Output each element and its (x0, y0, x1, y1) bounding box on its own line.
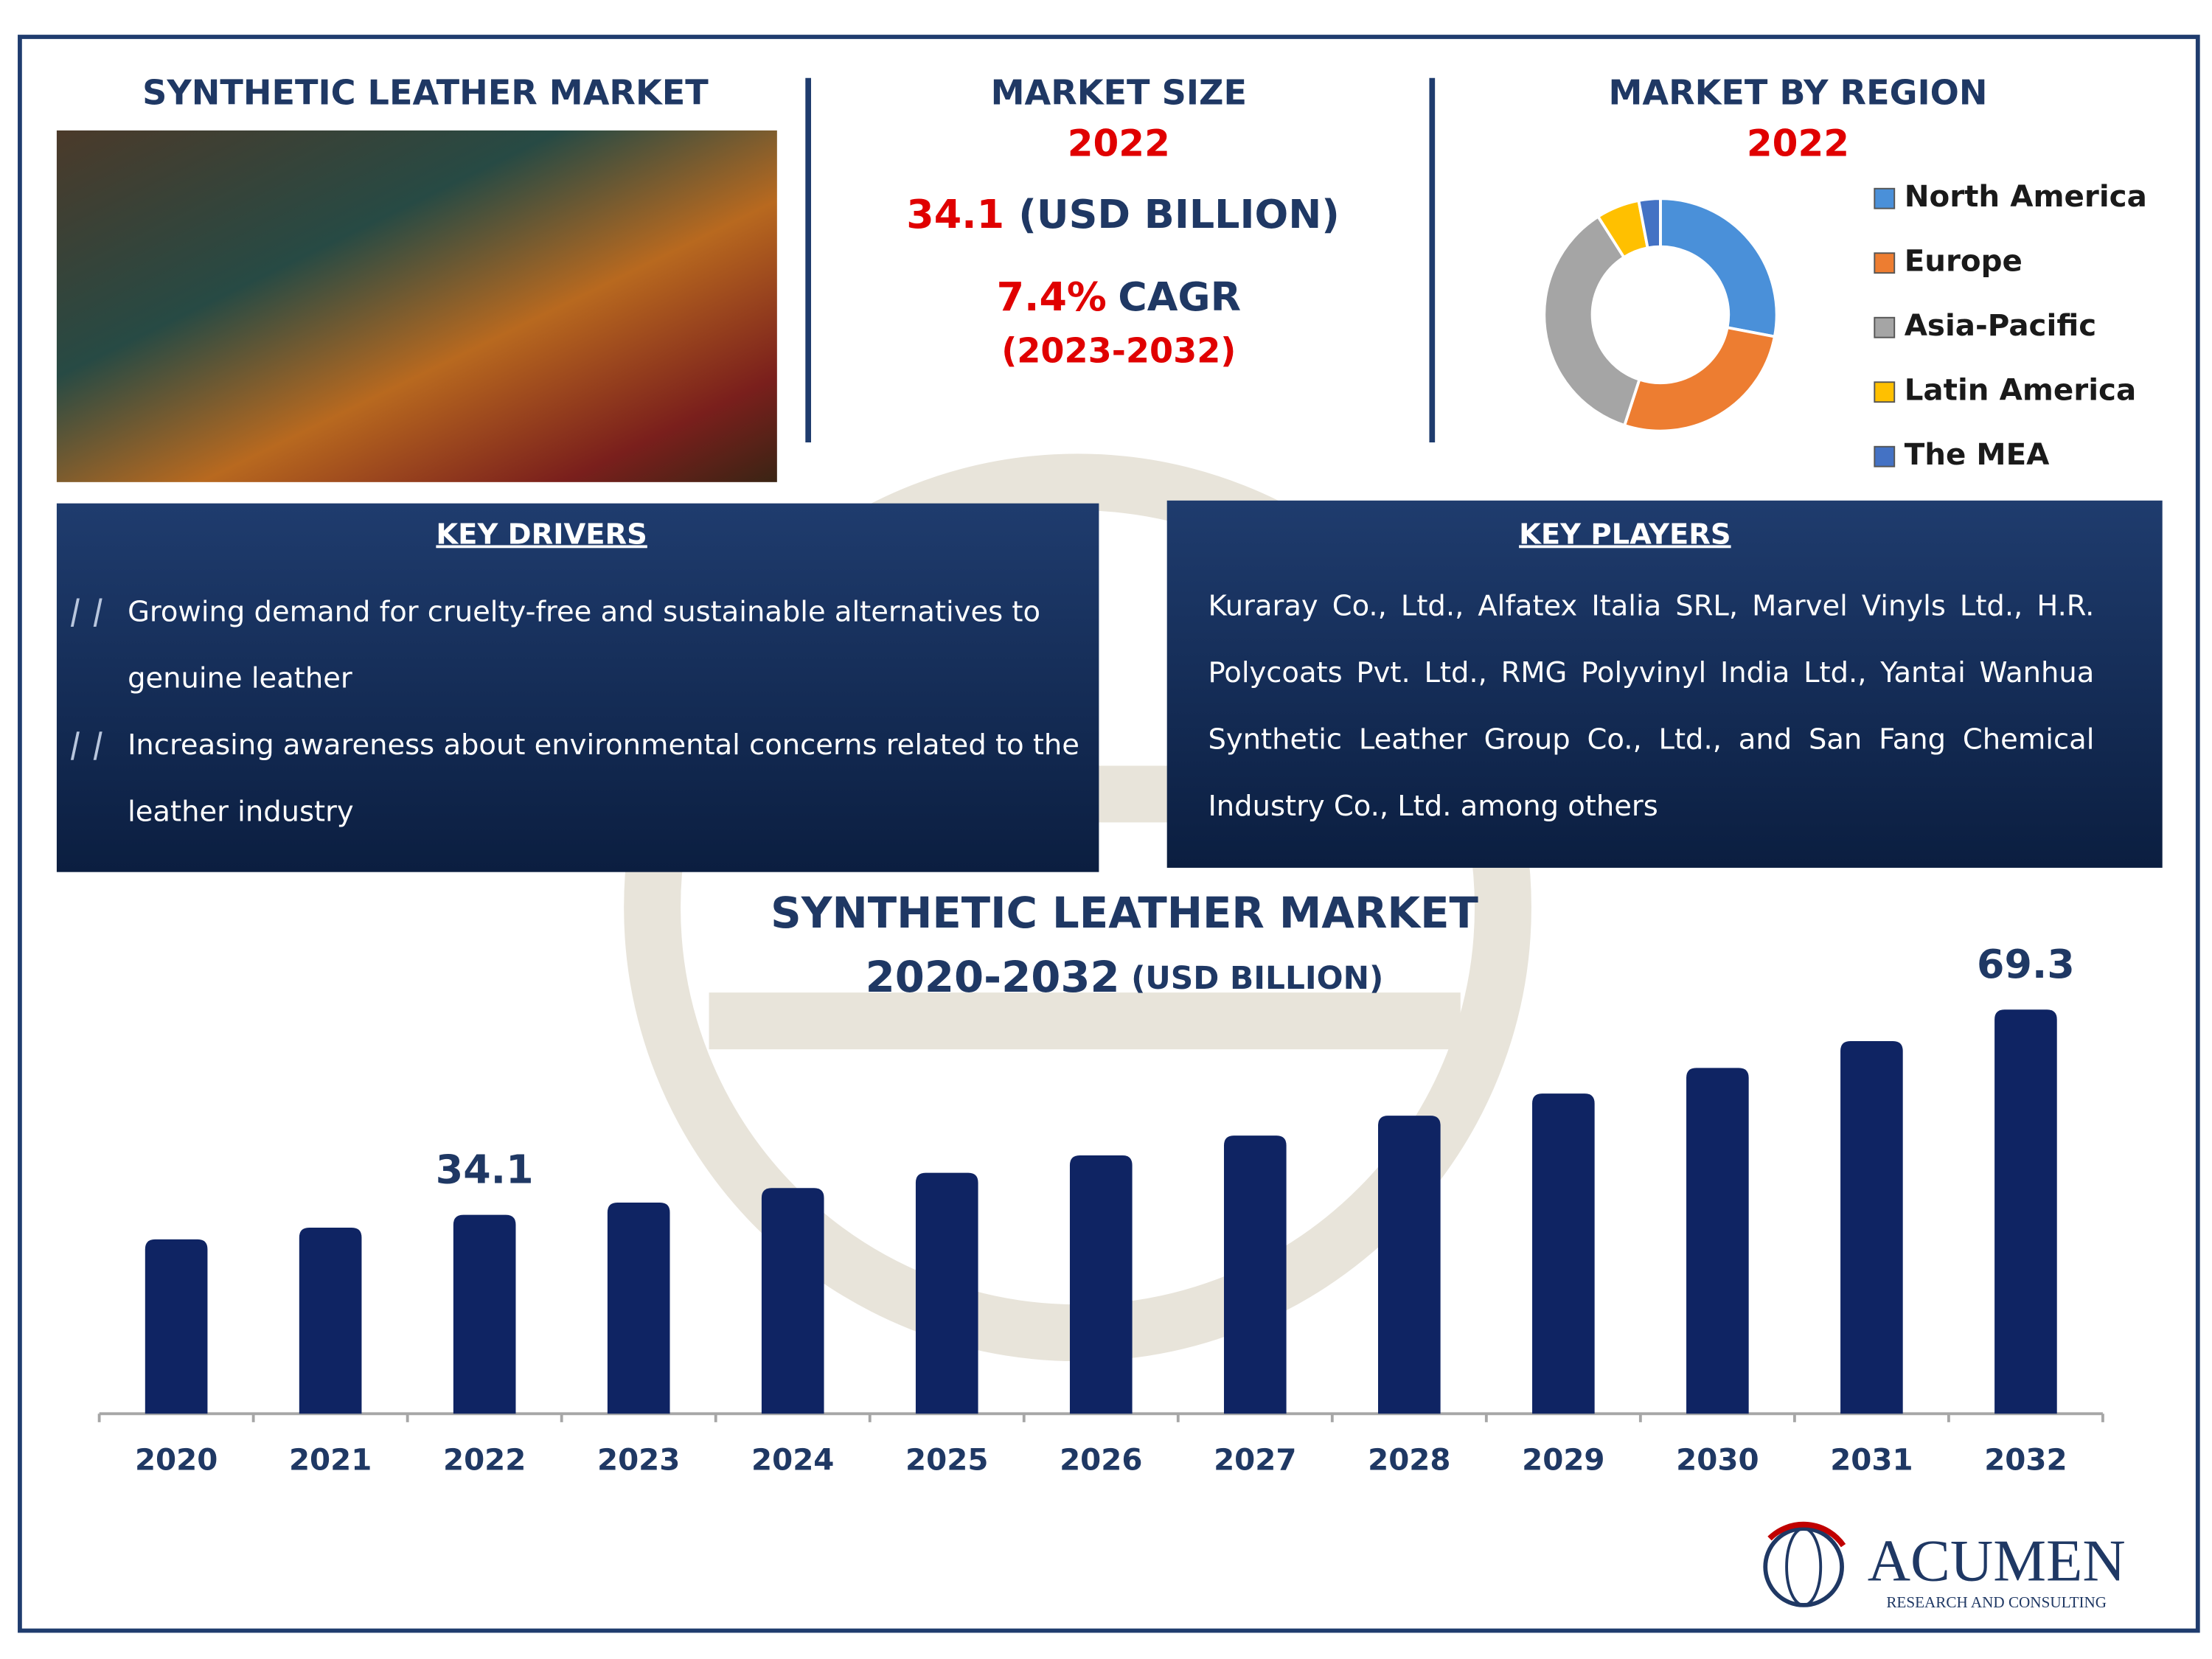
legend-swatch (1874, 252, 1896, 274)
logo-globe (1763, 1526, 1844, 1607)
x-tick-label: 2029 (1522, 1443, 1604, 1478)
cagr-period: (2023-2032) (1001, 330, 1236, 370)
driver-item: Growing demand for cruelty-free and sust… (57, 579, 1099, 712)
donut-slice (1637, 197, 1662, 250)
legend-swatch (1874, 316, 1896, 338)
data-label: 34.1 (436, 1147, 534, 1193)
players-text-box: Kuraray Co., Ltd., Alfatex Italia SRL, M… (1208, 588, 2095, 823)
x-tick-label: 2025 (905, 1443, 988, 1478)
logo-tagline: RESEARCH AND CONSULTING (1886, 1593, 2107, 1611)
x-tick-label: 2030 (1676, 1443, 1759, 1478)
header-title: SYNTHETIC LEATHER MARKET (142, 72, 709, 112)
bar (915, 1172, 978, 1414)
bar (1223, 1135, 1287, 1414)
x-tick-label: 2026 (1060, 1443, 1142, 1478)
logo-name: ACUMEN (1868, 1528, 2126, 1594)
donut-slice (1659, 197, 1778, 338)
bar (1686, 1068, 1749, 1414)
bar (145, 1239, 208, 1414)
value: 34.1 (906, 191, 1004, 237)
unit: (USD BILLION) (1018, 191, 1340, 237)
logo-swoosh (1767, 1521, 1846, 1548)
bar (299, 1228, 362, 1414)
bar (1532, 1093, 1595, 1414)
legend-swatch (1874, 381, 1896, 403)
players-box (1166, 500, 2163, 868)
legend-label: North America (1905, 179, 2147, 214)
logo-globe-line (1785, 1527, 1823, 1607)
market-size-year: 2022 (1068, 122, 1170, 165)
players-title: KEY PLAYERS (1519, 518, 1731, 551)
legend-label: Asia-Pacific (1905, 308, 2097, 343)
bar (1069, 1155, 1133, 1414)
x-tick-label: 2028 (1368, 1443, 1450, 1478)
subtitle: 2020-2032 (866, 951, 1120, 1001)
drivers-list-box: Growing demand for cruelty-free and sust… (57, 579, 1099, 863)
x-tick-label: 2023 (597, 1443, 680, 1478)
x-tick-label: 2020 (135, 1443, 218, 1478)
unit: (USD BILLION) (1131, 959, 1383, 995)
list: Growing demand for cruelty-free and sust… (57, 579, 1099, 846)
bar (1840, 1040, 1903, 1414)
cagr: 7.4% CAGR (997, 273, 1241, 319)
x-tick-label: 2027 (1214, 1443, 1296, 1478)
legend-label: The MEA (1905, 437, 2050, 472)
x-tick-label: 2022 (443, 1443, 526, 1478)
legend-label: Europe (1905, 244, 2023, 279)
legend-label: Latin America (1905, 373, 2137, 408)
donut-slice (1622, 325, 1777, 433)
x-tick-label: 2031 (1830, 1443, 1913, 1478)
market-size-value: 34.1 (USD BILLION) (906, 191, 1340, 237)
market-size-title: MARKET SIZE (991, 72, 1247, 112)
logo: ACUMEN RESEARCH AND CONSULTING (1763, 1521, 2126, 1611)
x-tick-label: 2032 (1984, 1443, 2067, 1478)
x-tick-label: 2021 (289, 1443, 372, 1478)
drivers-list: Growing demand for cruelty-free and sust… (57, 579, 1099, 846)
bar (607, 1203, 670, 1414)
cagr-value: 7.4% (997, 273, 1107, 319)
drivers-title: KEY DRIVERS (436, 518, 647, 551)
legend-swatch (1874, 445, 1896, 467)
bar (1994, 1009, 2057, 1414)
bar (761, 1188, 824, 1414)
x-tick-label: 2024 (751, 1443, 834, 1478)
bar (1378, 1116, 1441, 1414)
pie-title: MARKET BY REGION (1608, 72, 1987, 112)
frame (18, 35, 2200, 1633)
leather-image (56, 130, 777, 482)
donut-slice (1543, 215, 1641, 428)
bar (453, 1214, 516, 1414)
chart-title: SYNTHETIC LEATHER MARKET (771, 888, 1478, 938)
data-label: 69.3 (1977, 941, 2075, 987)
pie-subtitle: 2022 (1747, 122, 1849, 165)
legend-swatch (1874, 187, 1896, 209)
driver-item: Increasing awareness about environmental… (57, 712, 1099, 845)
players-text: Kuraray Co., Ltd., Alfatex Italia SRL, M… (1208, 588, 2095, 823)
chart-subtitle: 2020-2032 (USD BILLION) (866, 951, 1384, 1001)
cagr-label: CAGR (1118, 273, 1241, 319)
